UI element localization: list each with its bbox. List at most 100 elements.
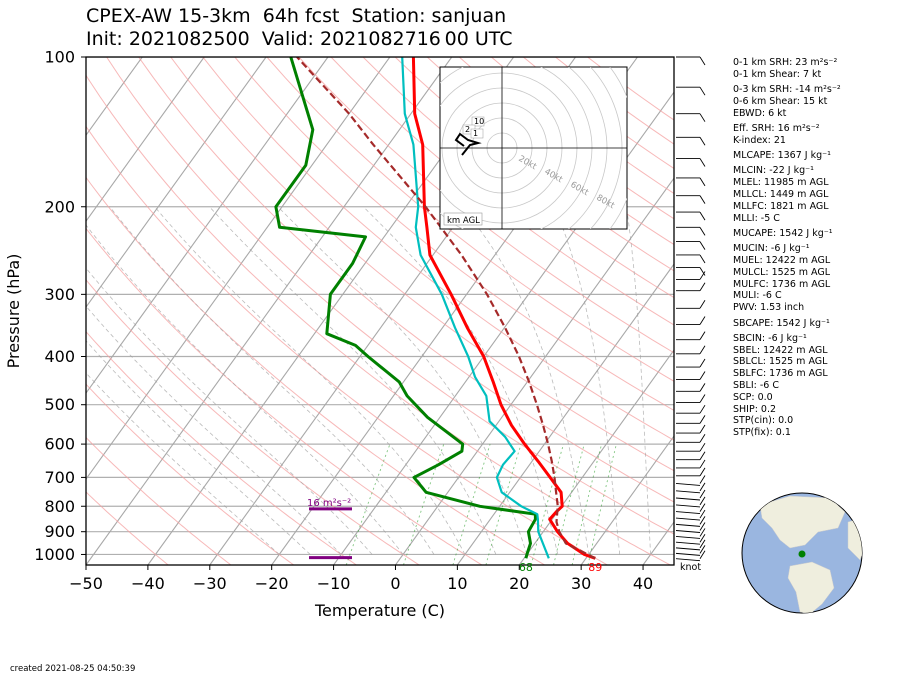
- wind-barb-flag: [699, 211, 706, 221]
- chart-title-line1: CPEX-AW 15-3km 64h fcst Station: sanjuan: [86, 5, 507, 27]
- moist-adiabat: [86, 372, 280, 555]
- stat-item: SBLCL: 1525 m AGL: [733, 356, 828, 368]
- y-tick-label: 200: [44, 197, 75, 216]
- y-axis-label: Pressure (hPa): [4, 254, 23, 369]
- wind-barb-flag: [699, 467, 706, 477]
- moist-adiabat: [553, 206, 621, 555]
- wind-barb: [675, 517, 701, 521]
- stat-item: MLLCL: 1449 m AGL: [733, 189, 829, 200]
- moist-adiabat: [86, 267, 373, 555]
- mixing-ratio-line: [452, 443, 491, 565]
- wind-barb-flag: [699, 434, 706, 443]
- mixing-ratio-line: [587, 443, 617, 565]
- y-tick-label: 400: [44, 347, 75, 366]
- wind-barb-flag: [699, 522, 706, 531]
- north-america-shape: [759, 495, 846, 549]
- moist-adiabat: [626, 206, 651, 555]
- wind-barb-flag: [699, 331, 706, 340]
- moist-adiabat: [109, 206, 435, 555]
- srh-label: 16 m²s⁻²: [307, 498, 351, 509]
- wind-barb-flag: [699, 358, 706, 368]
- wind-barb-flag: [699, 56, 706, 66]
- isotherm: [86, 57, 453, 565]
- wind-barb-flag: [699, 394, 706, 403]
- globe-land: [759, 495, 862, 613]
- stat-item: MUCAPE: 1542 J kg⁻¹: [733, 227, 833, 239]
- dewpoint-surface-label: 68: [519, 561, 533, 574]
- wetbulb-profile: [401, 57, 550, 559]
- x-tick-label: −40: [131, 574, 165, 593]
- wind-unit-label: knot: [680, 562, 701, 573]
- moist-adiabat: [86, 305, 342, 555]
- isotherm: [395, 177, 674, 565]
- dry-adiabat: [86, 436, 232, 565]
- wind-barb-flag: [699, 516, 706, 525]
- wind-barb: [675, 541, 701, 545]
- x-tick-label: −20: [255, 574, 289, 593]
- wind-barb-flag: [699, 424, 706, 434]
- x-tick-label: 20: [509, 574, 529, 593]
- wind-barb-flag: [699, 459, 706, 469]
- isotherm: [86, 57, 205, 223]
- stat-item: MULCL: 1525 m AGL: [733, 266, 831, 278]
- stat-item: MLLI: -5 C: [733, 212, 780, 224]
- temperature-surface-label: 89: [588, 561, 602, 574]
- wind-barb: [675, 535, 701, 539]
- wind-barb: [675, 483, 701, 486]
- dry-adiabat: [86, 125, 608, 565]
- wind-barb-flag: [699, 195, 706, 204]
- stat-item: MLLFC: 1821 m AGL: [733, 200, 829, 212]
- dry-adiabat: [394, 57, 674, 272]
- moist-adiabat: [154, 206, 466, 555]
- moist-adiabat: [209, 206, 497, 555]
- stat-item: 0-1 km Shear: 7 kt: [733, 68, 822, 80]
- stat-item: MULFC: 1736 m AGL: [733, 278, 831, 290]
- x-tick-label: −30: [193, 574, 227, 593]
- station-marker: [798, 550, 806, 558]
- wind-barb-flag: [699, 442, 706, 452]
- wind-barb-flag: [699, 533, 706, 543]
- moist-adiabat: [363, 206, 559, 555]
- stat-item: SHIP: 0.2: [733, 403, 777, 415]
- y-tick-label: 300: [44, 285, 75, 304]
- wind-barb: [675, 530, 701, 533]
- south-america-shape: [787, 561, 835, 613]
- stat-item: SBLI: -6 C: [733, 380, 779, 391]
- wind-barb-flag: [699, 404, 706, 414]
- stat-item: MLCAPE: 1367 J kg⁻¹: [733, 150, 831, 162]
- y-tick-label: 900: [44, 522, 75, 541]
- hodograph-key-box: [443, 212, 483, 226]
- x-axis-label: Temperature (C): [314, 601, 445, 620]
- dry-adiabat: [86, 279, 420, 565]
- hodograph-height-label: 2: [465, 125, 470, 134]
- wind-barb-flag: [699, 158, 706, 167]
- wind-barb-flag: [699, 86, 706, 96]
- dry-adiabat: [202, 57, 674, 441]
- wind-barb: [675, 504, 701, 508]
- stat-item: MLEL: 11985 m AGL: [733, 177, 829, 189]
- hodograph-rings: [440, 67, 627, 229]
- wind-barb-flag: [699, 282, 706, 291]
- location-globe: [741, 492, 863, 614]
- moist-adiabat: [461, 206, 590, 555]
- y-tick-label: 1000: [34, 545, 75, 564]
- chart-title-line2: Init: 2021082500 Valid: 2021082716 00 UT…: [86, 28, 513, 50]
- wind-barb-flag: [699, 345, 706, 355]
- wind-barb-flag: [699, 383, 706, 392]
- wind-barb-flag: [699, 539, 706, 549]
- wind-barb-flag: [699, 545, 706, 554]
- created-timestamp: created 2021-08-25 04:50:39: [10, 664, 136, 674]
- wind-barb: [675, 490, 701, 494]
- stat-item: PWV: 1.53 inch: [733, 302, 805, 314]
- isotherm: [86, 57, 391, 480]
- wind-barb: [675, 497, 701, 501]
- stat-item: SBEL: 12422 m AGL: [733, 344, 828, 356]
- wind-barb: [675, 558, 701, 562]
- wind-barb-flag: [699, 415, 706, 424]
- dry-adiabat: [234, 57, 674, 412]
- wind-barb-flag: [699, 371, 706, 380]
- wind-barb-flag: [699, 550, 706, 559]
- stat-item: MLCIN: -22 J kg⁻¹: [733, 165, 814, 177]
- moist-adiabat: [86, 340, 311, 555]
- wind-barb: [675, 552, 701, 556]
